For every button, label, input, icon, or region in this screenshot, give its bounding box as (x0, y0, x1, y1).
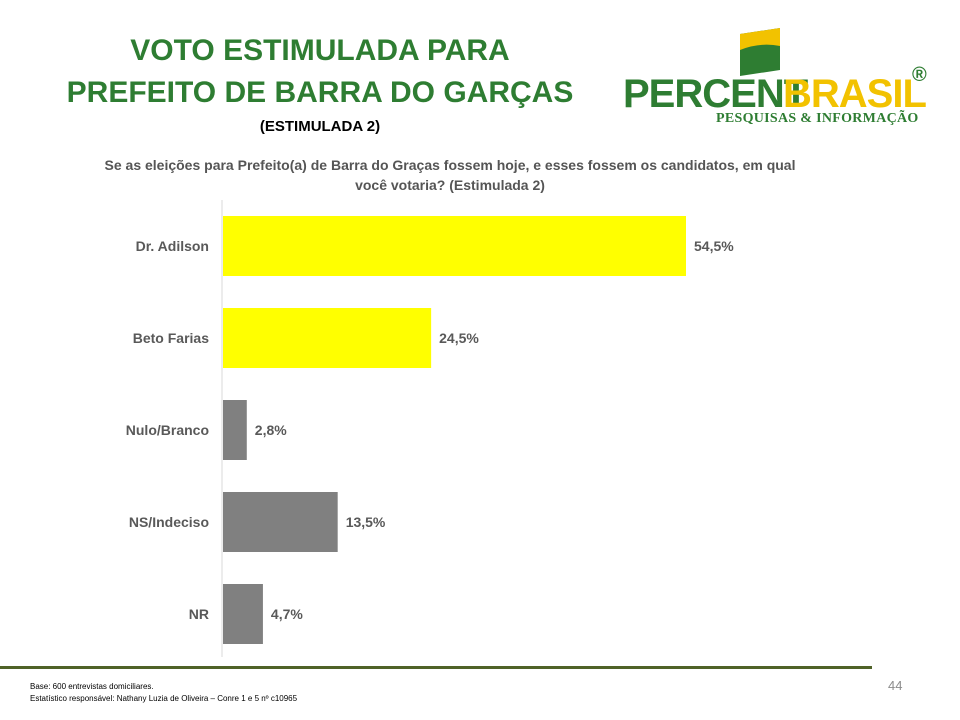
percentbrasil-logo: PERCENT BRASIL ® PESQUISAS & INFORMAÇÃO (620, 20, 940, 140)
logo-text-brasil: BRASIL (783, 72, 927, 116)
data-label: 13,5% (346, 514, 386, 530)
footer-base-note: Base: 600 entrevistas domiciliares. (30, 682, 154, 691)
data-label: 24,5% (439, 330, 479, 346)
bar-nr (223, 584, 263, 644)
survey-question: Se as eleições para Prefeito(a) de Barra… (104, 157, 796, 193)
category-label: Nulo/Branco (126, 422, 209, 438)
footer-divider (0, 666, 872, 669)
page-title: VOTO ESTIMULADA PARA (130, 34, 510, 67)
bar-beto-farias (223, 308, 432, 368)
logo-tagline: PESQUISAS & INFORMAÇÃO (716, 111, 919, 126)
footer-responsible-note: Estatístico responsável: Nathany Luzia d… (30, 694, 298, 703)
logo-flag-icon (740, 28, 780, 76)
bar-dr-adilson (223, 216, 686, 276)
page-title-line2: PREFEITO DE BARRA DO GARÇAS (66, 76, 574, 109)
logo-text-percent: PERCENT (623, 72, 808, 116)
category-label: NR (189, 606, 209, 622)
bar-chart: Dr. Adilson 54,5% Beto Farias 24,5% Nulo/Bra… (126, 200, 734, 657)
category-label: NS/Indeciso (129, 514, 209, 530)
data-label: 4,7% (271, 606, 303, 622)
registered-mark: ® (912, 64, 927, 86)
bar-nulo-branco (223, 400, 247, 460)
bar-ns-indeciso (223, 492, 338, 552)
category-label: Dr. Adilson (136, 238, 209, 254)
data-label: 54,5% (694, 238, 734, 254)
data-label: 2,8% (255, 422, 287, 438)
category-label: Beto Farias (133, 330, 209, 346)
page-number: 44 (888, 678, 903, 693)
page-subtitle: (ESTIMULADA 2) (259, 118, 381, 135)
